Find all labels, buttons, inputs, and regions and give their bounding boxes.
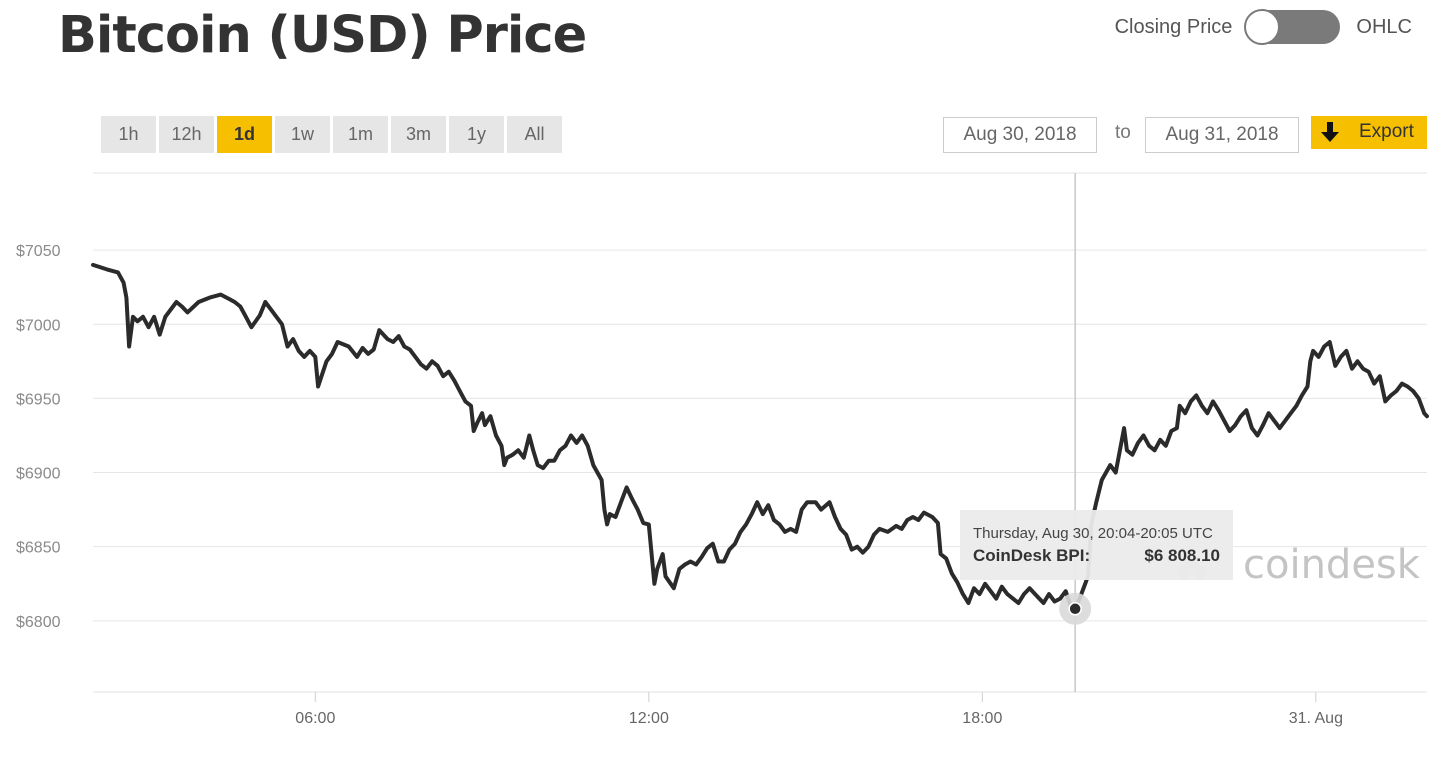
tooltip-time: Thursday, Aug 30, 20:04-20:05 UTC: [973, 525, 1213, 542]
hover-marker: [1068, 602, 1082, 616]
range-button-1m[interactable]: 1m: [333, 116, 388, 153]
download-arrow-icon: [1321, 122, 1339, 142]
tooltip-label: CoinDesk BPI:: [973, 546, 1090, 565]
tooltip-value: $6 808.10: [1144, 546, 1220, 565]
y-tick-label: $6900: [16, 466, 61, 483]
closing-price-label: Closing Price: [1114, 15, 1233, 38]
y-tick-label: $6950: [16, 391, 61, 408]
page-title: Bitcoin (USD) Price: [58, 6, 587, 65]
x-tick-label: 12:00: [629, 710, 669, 727]
range-button-1h[interactable]: 1h: [101, 116, 156, 153]
x-tick-label: 18:00: [962, 710, 1002, 727]
range-button-all[interactable]: All: [507, 116, 562, 153]
date-to-input[interactable]: Aug 31, 2018: [1145, 117, 1299, 153]
toggle-knob[interactable]: [1244, 9, 1281, 45]
y-tick-label: $6850: [16, 540, 61, 557]
price-line[interactable]: [91, 262, 1429, 611]
tooltip-box: [960, 510, 1233, 580]
price-mode-toggle[interactable]: [1244, 9, 1341, 45]
export-button[interactable]: Export: [1311, 116, 1427, 149]
x-tick-label: 06:00: [295, 710, 335, 727]
range-button-1y[interactable]: 1y: [449, 116, 504, 153]
range-button-12h[interactable]: 12h: [159, 116, 214, 153]
y-tick-label: $7050: [16, 243, 61, 260]
y-tick-label: $6800: [16, 614, 61, 631]
date-from-input[interactable]: Aug 30, 2018: [943, 117, 1097, 153]
y-tick-label: $7000: [16, 317, 61, 334]
range-button-3m[interactable]: 3m: [391, 116, 446, 153]
range-button-1w[interactable]: 1w: [275, 116, 330, 153]
range-button-1d[interactable]: 1d: [217, 116, 272, 153]
date-to-label: to: [1115, 122, 1131, 143]
x-tick-label: 31. Aug: [1289, 710, 1343, 727]
ohlc-label: OHLC: [1356, 15, 1412, 38]
export-label: Export: [1359, 121, 1414, 142]
coindesk-watermark: coindesk: [1243, 542, 1421, 588]
range-selector: 1h 12h 1d 1w 1m 3m 1y All: [101, 116, 562, 153]
price-mode-toggle-group: Closing Price OHLC: [1114, 9, 1412, 45]
